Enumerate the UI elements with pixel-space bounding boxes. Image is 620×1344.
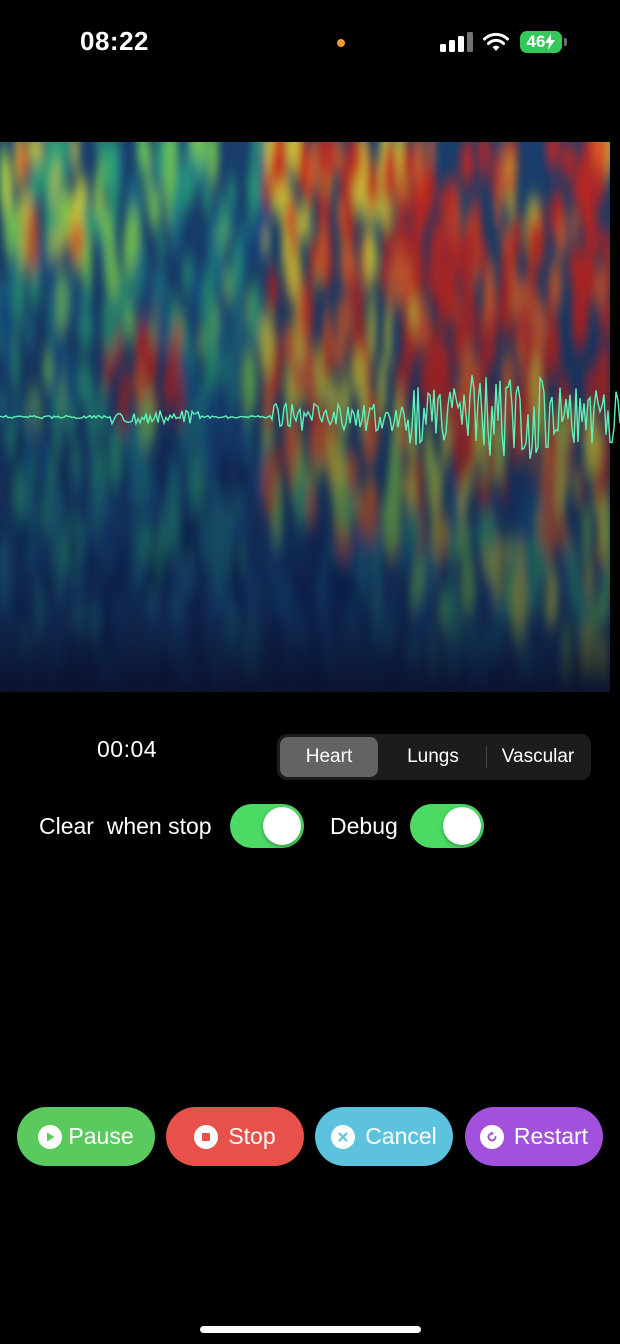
restart-icon xyxy=(479,1124,504,1149)
spectrogram-view xyxy=(0,142,620,692)
status-time: 08:22 xyxy=(80,26,149,56)
mode-segmented-control: Heart Lungs Vascular xyxy=(277,734,591,780)
toggle-knob xyxy=(263,807,301,845)
segment-vascular[interactable]: Vascular xyxy=(501,746,575,767)
home-indicator[interactable] xyxy=(200,1326,421,1333)
battery-level: 46 xyxy=(526,32,546,51)
battery-charging-icon: 46 xyxy=(520,31,562,53)
play-icon xyxy=(38,1124,63,1149)
spectrogram-canvas xyxy=(0,142,620,692)
pause-button[interactable]: Pause xyxy=(17,1107,155,1166)
stop-button[interactable]: Stop xyxy=(166,1107,304,1166)
segment-divider xyxy=(486,746,487,768)
segment-heart[interactable]: Heart xyxy=(280,737,378,777)
clear-when-stop-label: Clear when stop xyxy=(39,813,212,839)
cancel-button[interactable]: Cancel xyxy=(315,1107,453,1166)
stop-button-label: Stop xyxy=(228,1123,276,1149)
cancel-button-label: Cancel xyxy=(365,1123,437,1149)
bolt-icon xyxy=(545,34,556,50)
segment-lungs[interactable]: Lungs xyxy=(407,746,459,767)
recording-timer: 00:04 xyxy=(97,736,158,762)
debug-label: Debug xyxy=(330,813,398,839)
toggle-knob xyxy=(443,807,481,845)
pause-button-label: Pause xyxy=(68,1123,134,1149)
close-icon xyxy=(331,1124,356,1149)
debug-toggle[interactable] xyxy=(410,804,484,848)
privacy-dot-icon xyxy=(337,39,345,47)
audio-waveform xyxy=(0,375,620,459)
cellular-signal-icon xyxy=(440,32,473,52)
clear-when-stop-toggle[interactable] xyxy=(230,804,304,848)
battery-nub xyxy=(564,38,567,46)
restart-button-label: Restart xyxy=(513,1123,589,1149)
stop-icon xyxy=(194,1124,219,1149)
wifi-icon xyxy=(483,32,509,51)
restart-button[interactable]: Restart xyxy=(465,1107,603,1166)
